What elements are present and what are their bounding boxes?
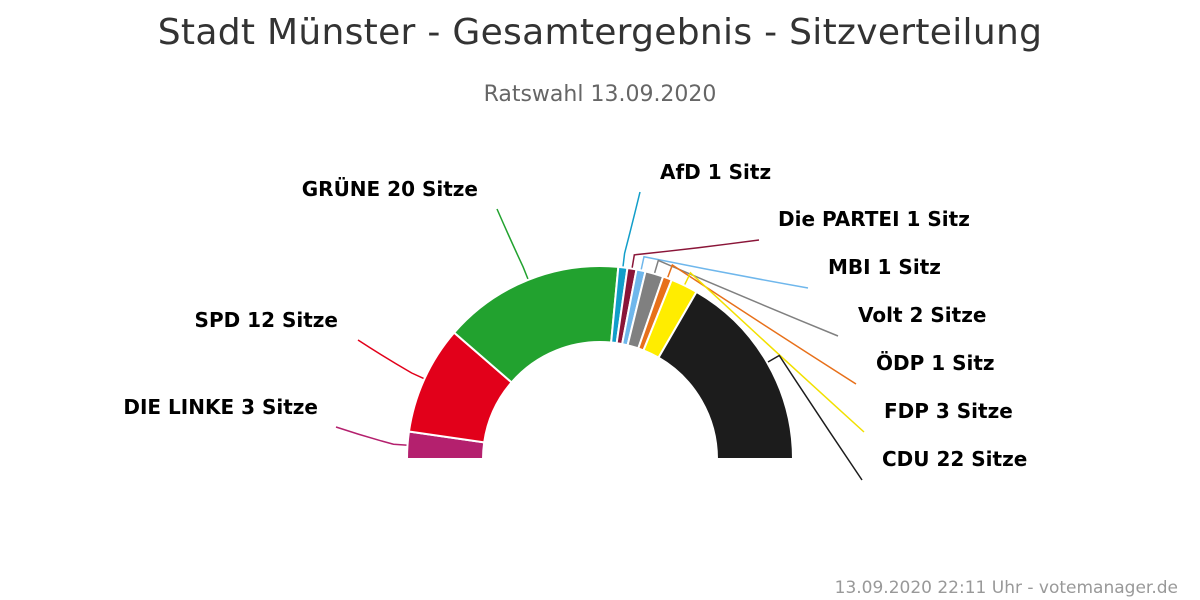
data-label-gruene: GRÜNE 20 Sitze	[302, 177, 478, 201]
connector-spd	[357, 339, 431, 382]
chart-credits: 13.09.2020 22:11 Uhr - votemanager.de	[834, 578, 1178, 598]
connector-volt	[651, 259, 839, 337]
data-label-volt: Volt 2 Sitze	[858, 303, 986, 327]
connector-die-linke	[335, 426, 414, 447]
connector-cdu	[761, 354, 863, 481]
slice-cdu[interactable]	[657, 290, 795, 460]
chart-subtitle: Ratswahl 13.09.2020	[483, 82, 717, 107]
connector-oedp	[664, 263, 857, 385]
chart-title: Stadt Münster - Gesamtergebnis - Sitzver…	[157, 12, 1043, 53]
connector-fdp	[681, 271, 865, 433]
data-label-oedp: ÖDP 1 Sitz	[876, 351, 995, 375]
data-label-fdp: FDP 3 Sitze	[884, 399, 1013, 423]
connector-gruene	[496, 208, 532, 286]
data-label-die-partei: Die PARTEI 1 Sitz	[778, 207, 970, 231]
data-label-afd: AfD 1 Sitz	[660, 160, 771, 184]
data-label-cdu: CDU 22 Sitze	[882, 447, 1027, 471]
connector-mbi	[639, 255, 809, 289]
connector-afd	[621, 191, 641, 274]
data-label-spd: SPD 12 Sitze	[195, 308, 338, 332]
connector-die-partei	[630, 239, 760, 275]
data-label-mbi: MBI 1 Sitz	[828, 255, 941, 279]
data-label-die-linke: DIE LINKE 3 Sitze	[123, 395, 318, 419]
